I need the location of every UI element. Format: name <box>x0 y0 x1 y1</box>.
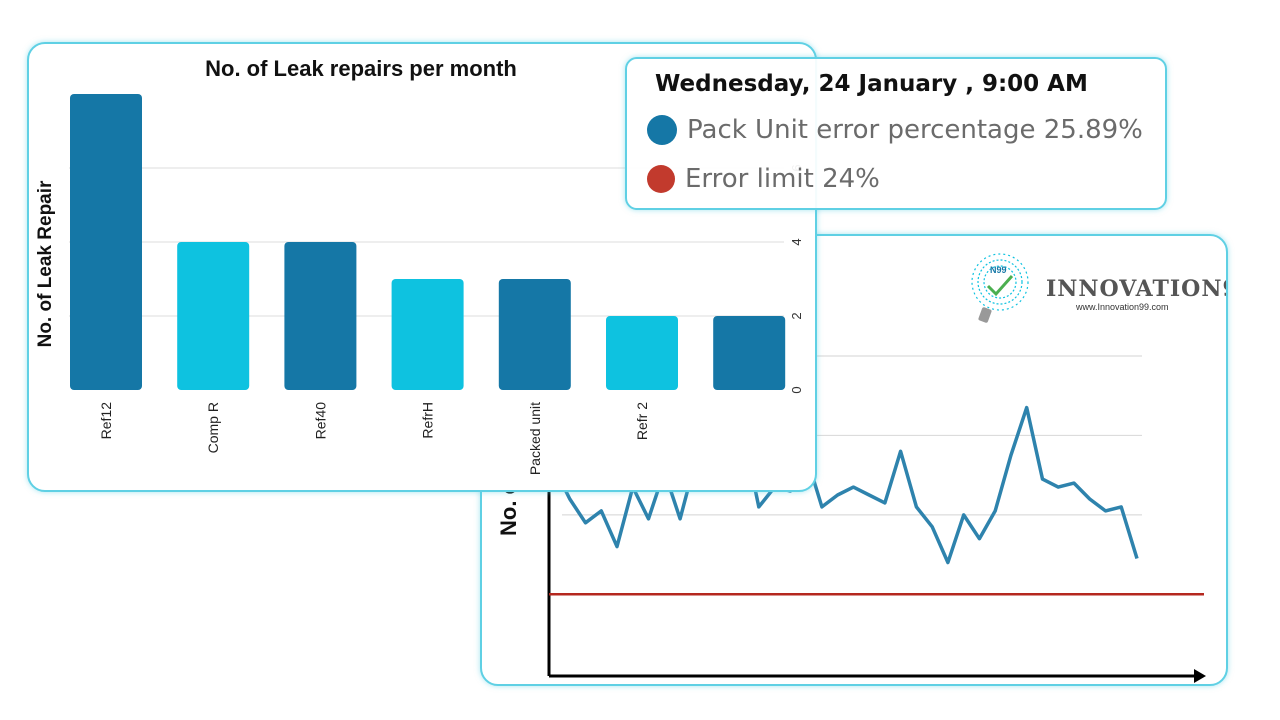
leak-repair-bar <box>498 279 571 390</box>
logo-badge-text: N99 <box>990 265 1007 275</box>
bar-y-tick-label: 4 <box>789 238 804 245</box>
leak-repair-bar <box>70 94 142 390</box>
error-percentage-series-line <box>552 405 1139 565</box>
tooltip-series-row: Pack Unit error percentage 25.89% <box>647 115 1143 145</box>
logo-url: www.Innovation99.com <box>1076 302 1169 312</box>
tooltip-limit-row: Error limit 24% <box>647 164 880 194</box>
leak-repair-bar <box>713 316 786 390</box>
logo-wordmark: INNOVATION99 <box>1046 276 1226 302</box>
tooltip-limit-value: Error limit 24% <box>685 164 880 194</box>
tooltip-datetime: Wednesday, 24 January , 9:00 AM <box>655 71 1088 97</box>
bar-chart-title: No. of Leak repairs per month <box>205 56 517 81</box>
bar-x-tick-label: Refr 2 <box>634 402 650 440</box>
bar-chart-x-tick-labels: Ref12 Comp R Ref40 RefrH Packed unit Refr 2 <box>98 402 650 475</box>
bar-x-tick-label: Ref12 <box>98 402 114 440</box>
bar-x-tick-label: RefrH <box>420 402 436 439</box>
leak-repair-bar <box>391 279 464 390</box>
bar-chart-bars <box>70 94 786 390</box>
tooltip-series-value: Pack Unit error percentage 25.89% <box>687 115 1143 145</box>
bar-x-tick-label: Packed unit <box>527 402 543 475</box>
bar-x-tick-label: Comp R <box>205 402 221 453</box>
chart-tooltip: Wednesday, 24 January , 9:00 AM Pack Uni… <box>625 57 1167 210</box>
blue-dot-icon <box>647 115 677 145</box>
leak-repairs-bar-chart: No. of Leak repairs per month No. of Lea… <box>35 56 804 475</box>
x-axis-arrow-icon <box>1194 669 1206 683</box>
bulb-logo-icon: N99 <box>971 253 1029 323</box>
leak-repair-bar <box>284 242 357 390</box>
leak-repair-bar <box>606 316 678 390</box>
bar-chart-y-axis-label: No. of Leak Repair <box>35 180 56 347</box>
red-dot-icon <box>647 165 675 193</box>
bar-y-tick-label: 0 <box>789 386 804 393</box>
bar-y-tick-label: 2 <box>789 312 804 319</box>
innovation99-logo: N99 INNOVATION99 www.Innovation99.com <box>966 246 1226 332</box>
leak-repair-bar <box>177 242 250 390</box>
bar-x-tick-label: Ref40 <box>312 402 328 440</box>
